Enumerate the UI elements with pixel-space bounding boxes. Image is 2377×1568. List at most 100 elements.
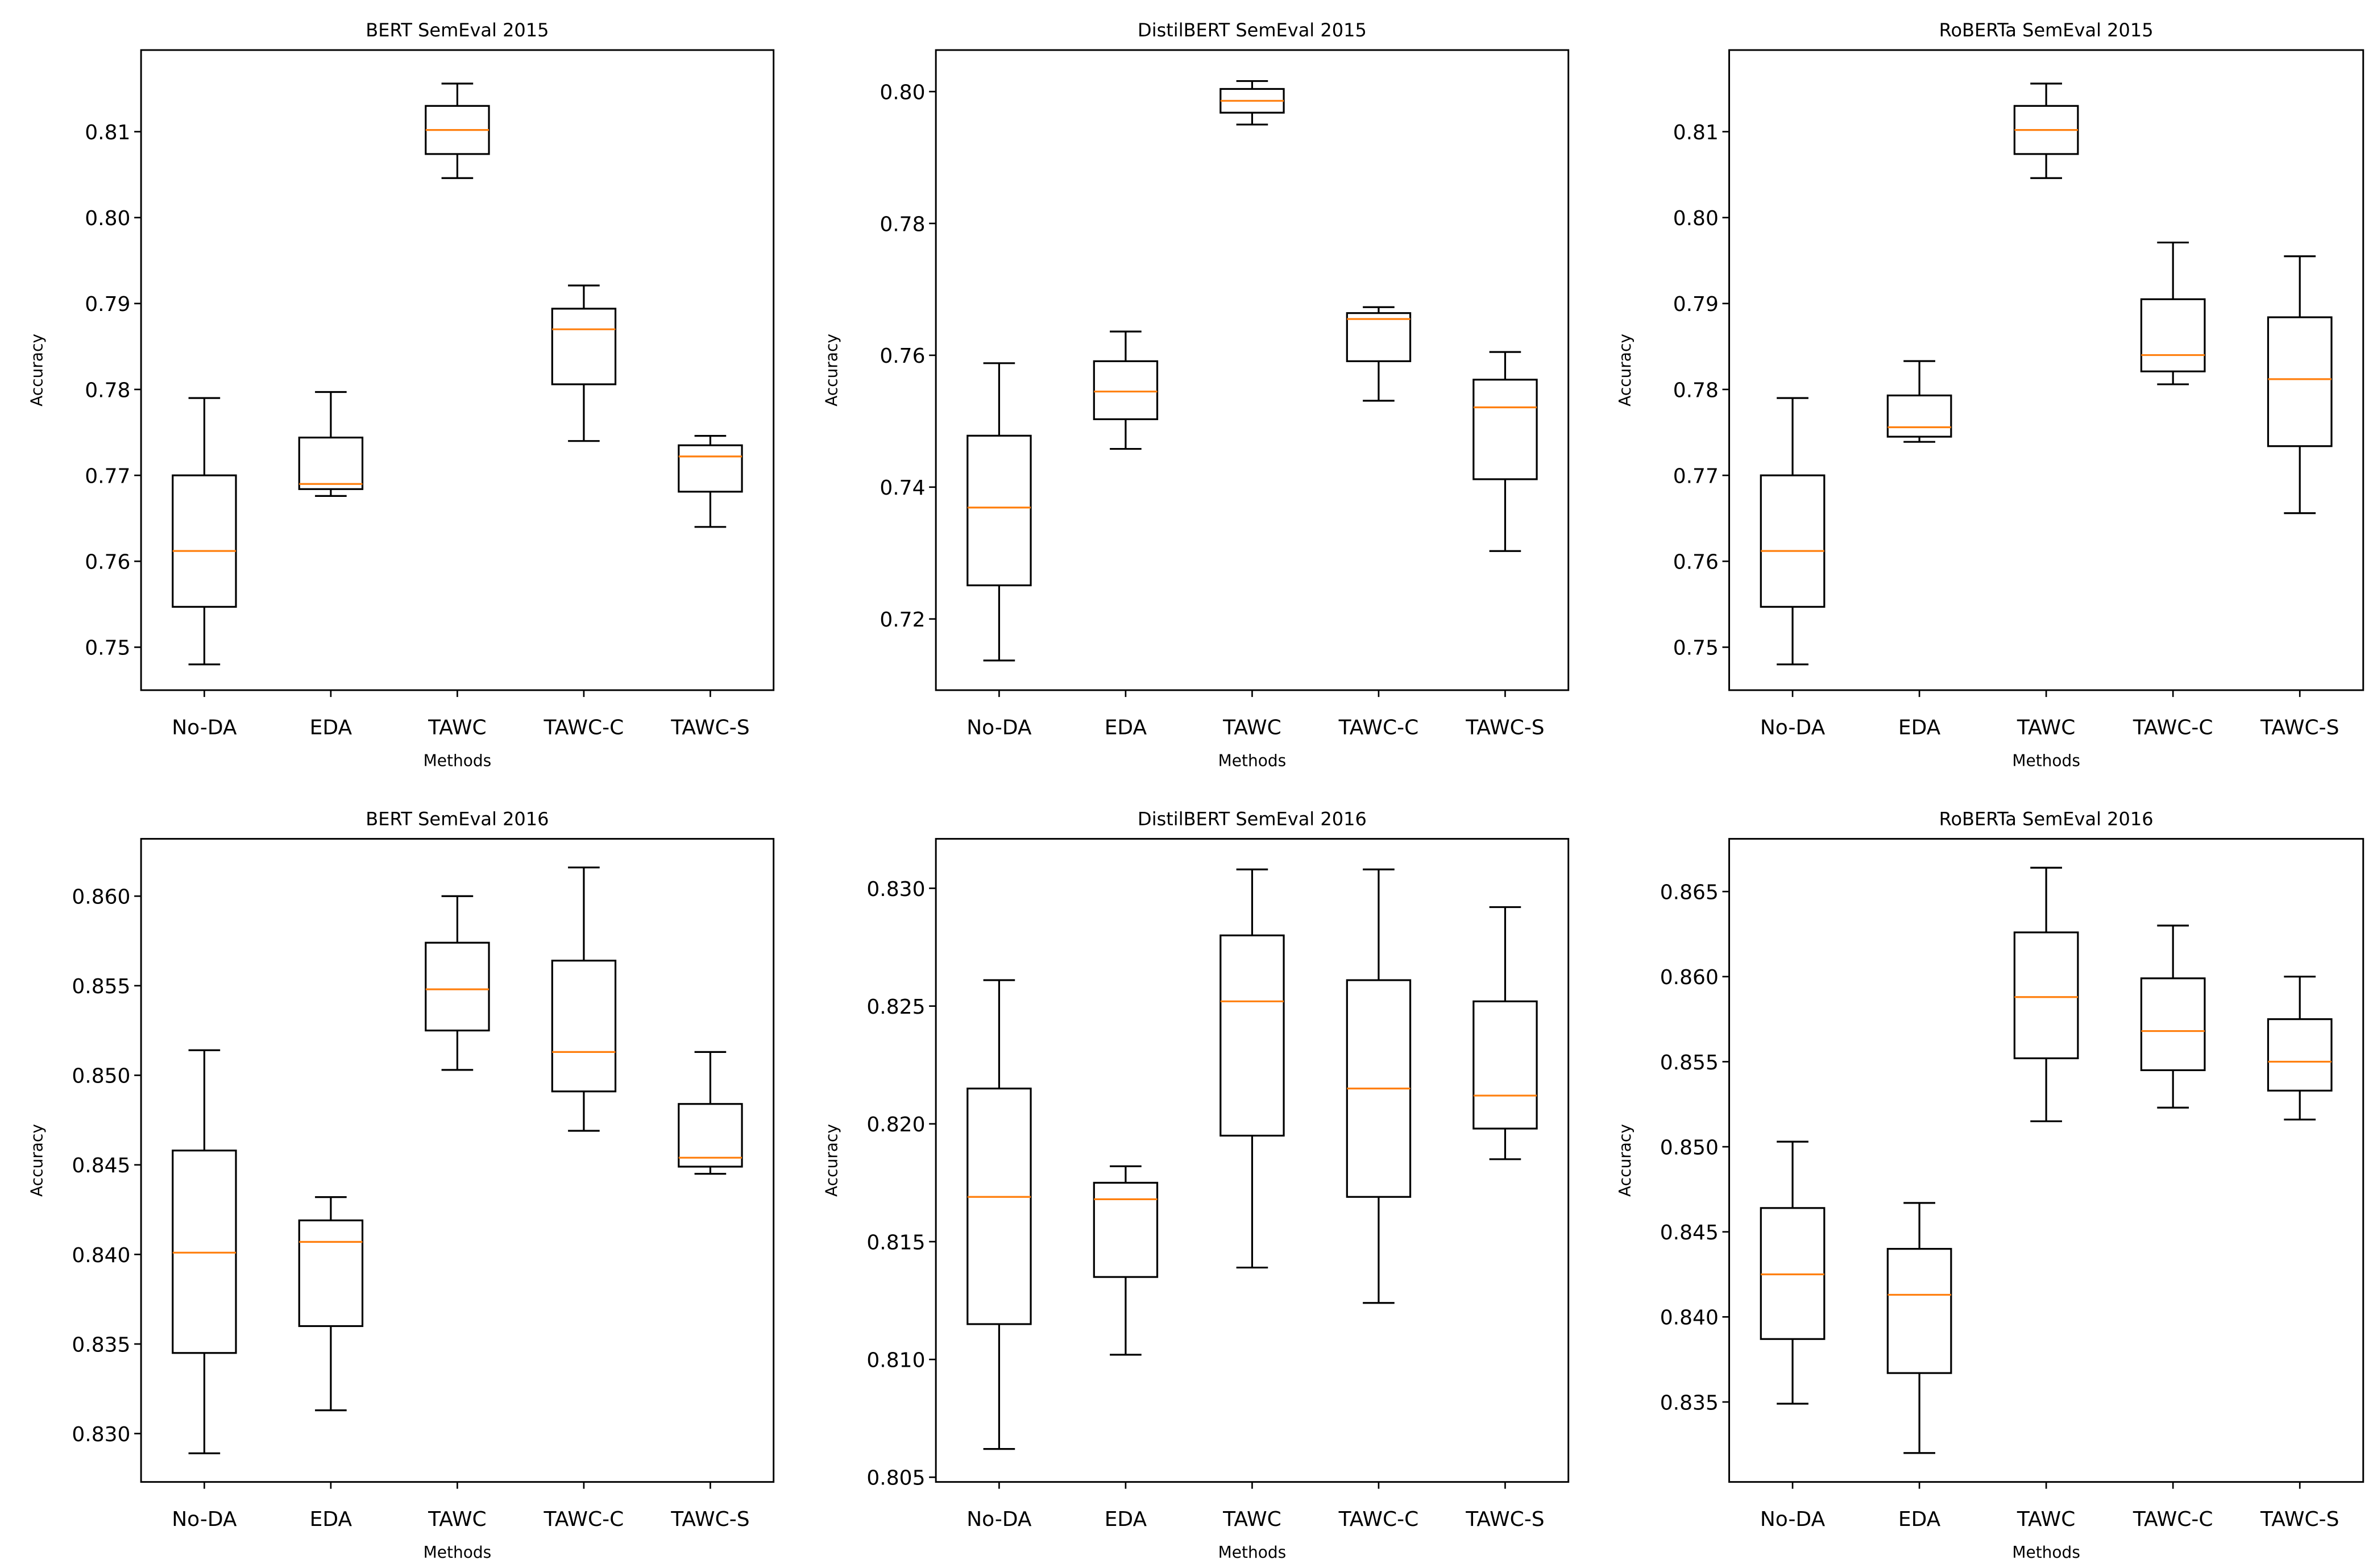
y-tick-label: 0.845 — [1660, 1221, 1719, 1245]
chart-panel-1: BERT SemEval 2015 0.75 0.76 0.77 0.78 0.79 0.8… — [28, 19, 775, 770]
y-tick-label: 0.830 — [866, 878, 925, 901]
iqr-box — [1346, 312, 1412, 362]
box-tawc-s — [678, 435, 743, 528]
x-tick-label: No-DA — [172, 716, 237, 739]
y-tick-label: 0.820 — [866, 1113, 925, 1136]
box-eda — [1093, 330, 1159, 450]
x-tick-label: TAWC-C — [544, 716, 624, 739]
y-tick-label: 0.825 — [866, 995, 925, 1019]
y-tick-label: 0.78 — [1673, 379, 1719, 402]
plot-frame — [140, 49, 775, 691]
chart-title: BERT SemEval 2016 — [366, 808, 549, 829]
iqr-box — [298, 1219, 364, 1328]
y-tick-label: 0.835 — [1660, 1391, 1719, 1414]
iqr-box — [1093, 360, 1159, 420]
chart-panel-5: DistilBERT SemEval 2016 0.805 0.810 0.815 0.… — [823, 808, 1570, 1562]
y-tick-label: 0.805 — [866, 1467, 925, 1490]
y-tick-label: 0.810 — [866, 1349, 925, 1372]
y-tick-label: 0.850 — [1660, 1136, 1719, 1159]
plot-frame — [1728, 837, 2364, 1483]
x-tick-label: EDA — [1105, 1508, 1147, 1531]
iqr-box — [1886, 1248, 1952, 1374]
x-tick-label: EDA — [1898, 716, 1941, 739]
y-tick-label: 0.78 — [85, 379, 130, 402]
x-tick-label: TAWC-S — [670, 716, 749, 739]
x-tick-label: No-DA — [172, 1508, 237, 1531]
x-axis-label: Methods — [424, 1543, 492, 1562]
y-tick-label: 0.850 — [72, 1065, 130, 1088]
y-axis-label: Accuracy — [823, 334, 841, 406]
box-eda — [1093, 1165, 1159, 1356]
x-axis-label: Methods — [1218, 751, 1287, 770]
x-tick-label: EDA — [310, 716, 352, 739]
x-tick-label: TAWC-S — [670, 1508, 749, 1531]
box-tawc-s — [2267, 976, 2333, 1121]
iqr-box — [298, 437, 364, 490]
y-tick-label: 0.840 — [1660, 1306, 1719, 1330]
iqr-box — [1760, 474, 1826, 608]
chart-panel-2: DistilBERT SemEval 2015 0.72 0.74 0.76 0.78 0… — [823, 19, 1570, 770]
plot-frame — [935, 837, 1570, 1483]
y-tick-label: 0.840 — [72, 1244, 130, 1267]
x-tick-label: TAWC — [1222, 716, 1281, 739]
box-no-da — [1760, 397, 1826, 666]
iqr-box — [1472, 379, 1538, 480]
box-tawc-c — [1346, 868, 1412, 1304]
x-tick-label: No-DA — [1760, 1508, 1826, 1531]
y-tick-label: 0.79 — [85, 293, 130, 316]
x-tick-label: TAWC — [2017, 716, 2076, 739]
iqr-box — [2013, 931, 2079, 1060]
y-tick-label: 0.81 — [1673, 121, 1719, 144]
y-tick-label: 0.865 — [1660, 881, 1719, 905]
chart-title: DistilBERT SemEval 2016 — [1138, 808, 1367, 829]
y-tick-label: 0.77 — [85, 464, 130, 488]
y-tick-label: 0.76 — [1673, 551, 1719, 574]
iqr-box — [966, 1088, 1032, 1325]
x-tick-label: TAWC-C — [2133, 716, 2213, 739]
y-axis-label: Accuracy — [1616, 334, 1635, 406]
y-tick-label: 0.855 — [72, 975, 130, 998]
y-axis-label: Accuracy — [823, 1124, 841, 1197]
plot-frame — [1728, 49, 2364, 691]
chart-panel-3: RoBERTa SemEval 2015 0.75 0.76 0.77 0.78 0.79… — [1616, 19, 2364, 770]
box-tawc — [1219, 80, 1285, 126]
box-tawc-c — [551, 866, 617, 1132]
box-tawc — [425, 895, 490, 1071]
box-tawc — [425, 82, 490, 179]
x-axis-label: Methods — [424, 751, 492, 770]
y-tick-label: 0.78 — [880, 213, 925, 236]
chart-title: DistilBERT SemEval 2015 — [1138, 19, 1367, 41]
box-no-da — [1760, 1140, 1826, 1405]
chart-title: RoBERTa SemEval 2015 — [1939, 19, 2154, 41]
y-tick-label: 0.830 — [72, 1423, 130, 1446]
iqr-box — [551, 960, 617, 1093]
chart-panel-6: RoBERTa SemEval 2016 0.835 0.840 0.845 0.850… — [1616, 808, 2364, 1562]
x-tick-label: TAWC — [428, 1508, 487, 1531]
box-tawc-s — [678, 1051, 743, 1175]
box-tawc — [2013, 82, 2079, 179]
iqr-box — [678, 1103, 743, 1168]
y-tick-label: 0.81 — [85, 121, 130, 144]
box-tawc — [1219, 868, 1285, 1269]
y-tick-label: 0.80 — [85, 207, 130, 230]
x-tick-label: TAWC-S — [2260, 1508, 2339, 1531]
iqr-box — [425, 941, 490, 1032]
box-tawc-c — [551, 284, 617, 442]
box-tawc-s — [1472, 906, 1538, 1160]
box-eda — [298, 391, 364, 497]
chart-title: BERT SemEval 2015 — [366, 19, 549, 41]
y-tick-label: 0.80 — [880, 81, 925, 104]
box-tawc-c — [2140, 924, 2206, 1109]
y-tick-label: 0.860 — [72, 886, 130, 909]
box-tawc-s — [2267, 255, 2333, 515]
box-tawc-s — [1472, 351, 1538, 552]
box-tawc — [2013, 866, 2079, 1122]
x-tick-label: TAWC-C — [1338, 716, 1419, 739]
y-tick-label: 0.79 — [1673, 293, 1719, 316]
iqr-box — [1219, 934, 1285, 1137]
iqr-box — [2140, 298, 2206, 372]
box-tawc-c — [2140, 241, 2206, 385]
iqr-box — [172, 474, 237, 608]
x-tick-label: TAWC-C — [2133, 1508, 2213, 1531]
x-tick-label: EDA — [310, 1508, 352, 1531]
